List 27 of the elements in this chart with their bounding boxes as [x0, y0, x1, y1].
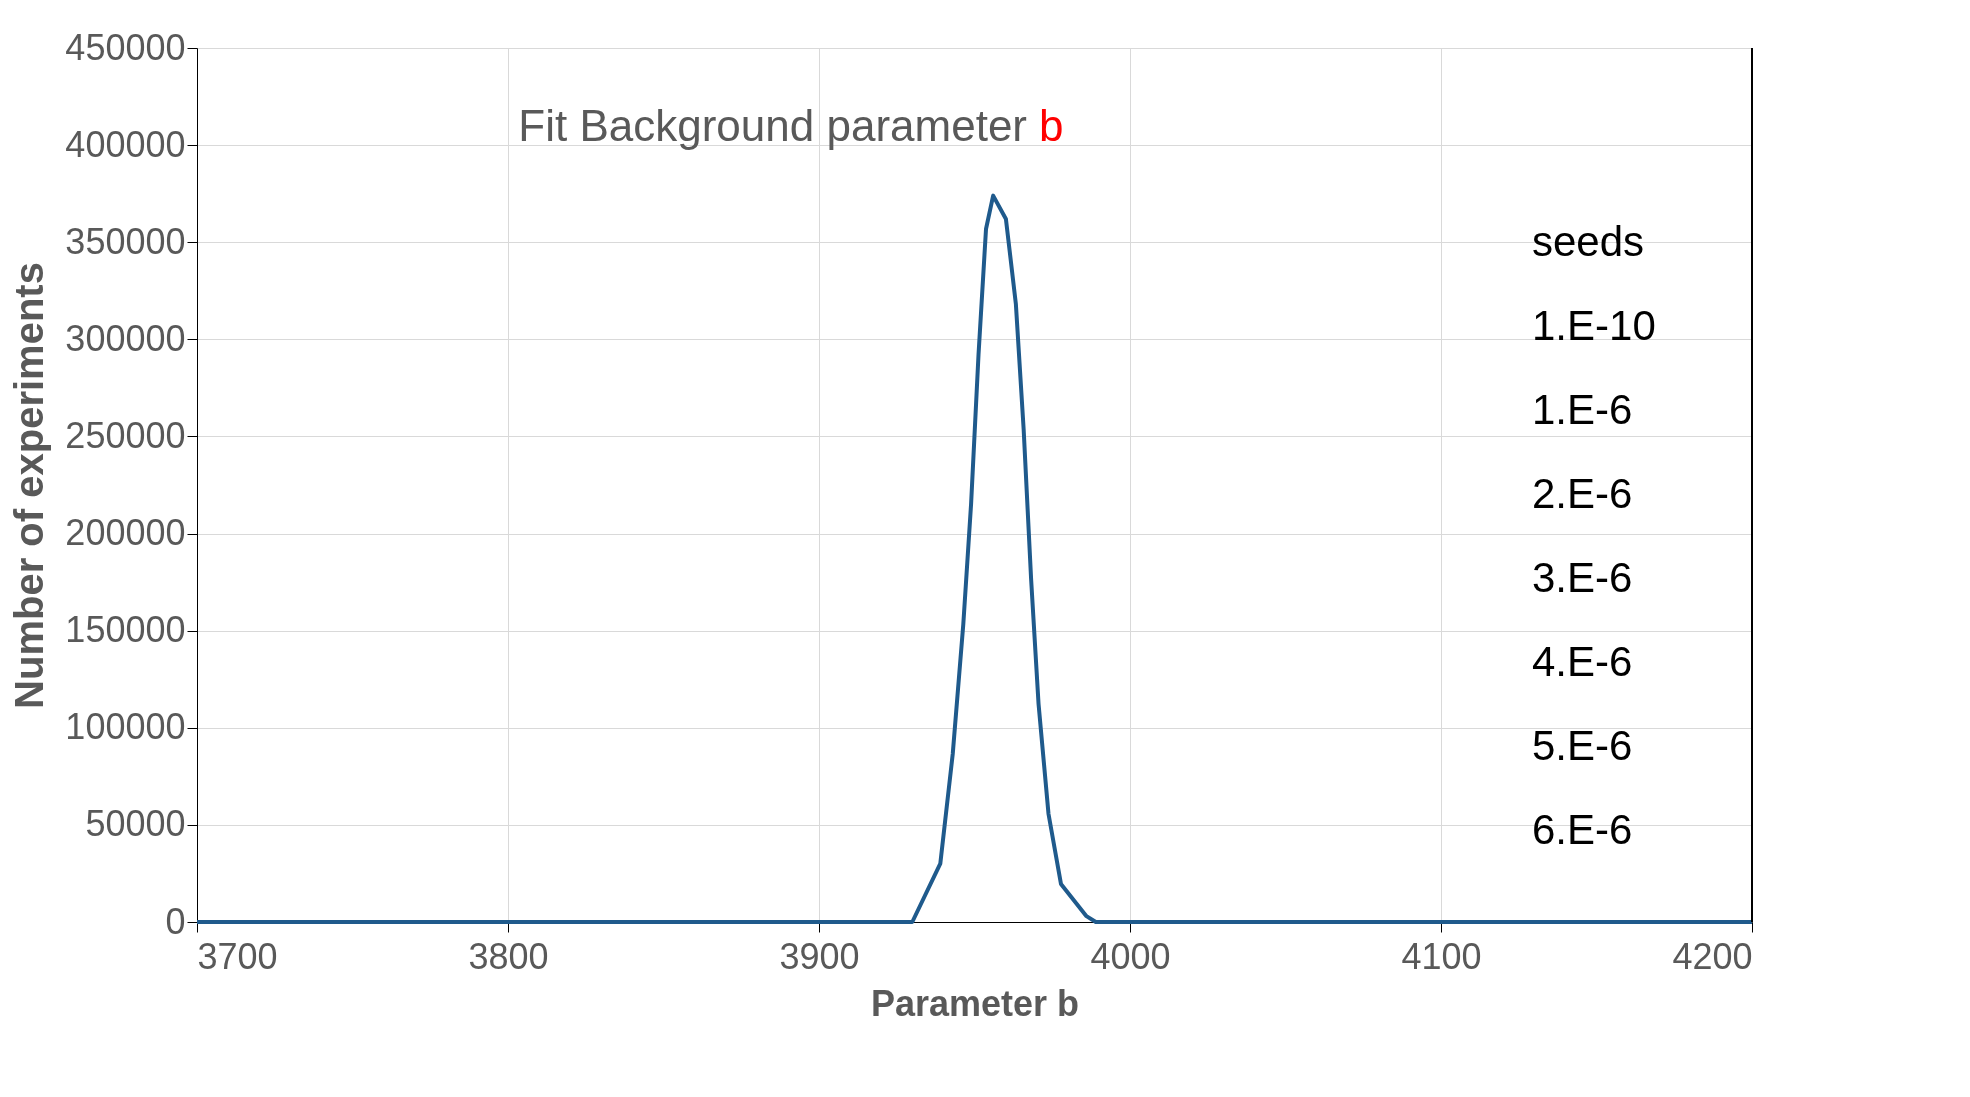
- text: Fit Background parameter b: [518, 101, 1064, 150]
- y-tick-label: 200000: [65, 512, 186, 554]
- y-tick-label: 450000: [65, 26, 186, 68]
- annotation: seeds: [1532, 218, 1645, 265]
- y-axis-title: Number of experiments: [7, 262, 52, 709]
- y-tick-label: 400000: [65, 123, 186, 165]
- y-tick-label: 150000: [65, 609, 186, 651]
- annotation: 1.E-6: [1532, 386, 1633, 433]
- x-axis-title: Parameter b: [870, 982, 1080, 1024]
- x-tick-label: 4100: [1401, 935, 1482, 977]
- y-tick-label: 350000: [65, 220, 186, 262]
- annotation: 2.E-6: [1532, 470, 1633, 517]
- x-tick-label: 4200: [1672, 935, 1753, 977]
- y-tick-label: 50000: [85, 803, 186, 845]
- y-tick-label: 250000: [65, 414, 186, 456]
- annotation: 3.E-6: [1532, 554, 1633, 601]
- annotation: 1.E-10: [1532, 302, 1656, 349]
- x-tick-label: 3800: [468, 935, 549, 977]
- annotation: 6.E-6: [1532, 806, 1633, 853]
- x-tick-label: 3900: [779, 935, 860, 977]
- y-tick-label: 100000: [65, 706, 186, 748]
- x-tick-label: 3700: [197, 935, 278, 977]
- y-tick-label: 0: [165, 900, 186, 942]
- annotation: 5.E-6: [1532, 722, 1633, 769]
- y-tick-label: 300000: [65, 317, 186, 359]
- annotation: 4.E-6: [1532, 638, 1633, 685]
- x-tick-label: 4000: [1090, 935, 1171, 977]
